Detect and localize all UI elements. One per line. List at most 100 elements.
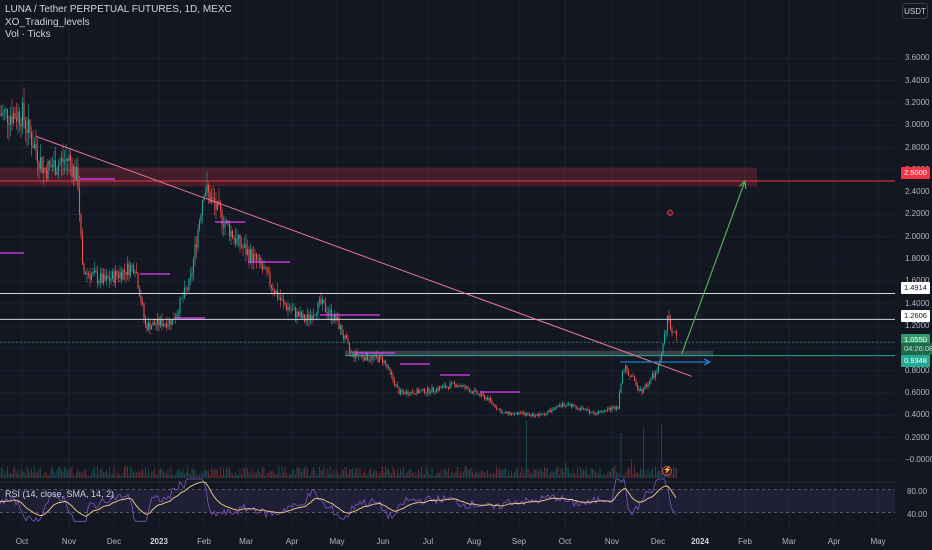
candle <box>299 312 301 317</box>
candle <box>666 315 669 331</box>
candle <box>452 382 454 384</box>
candle <box>656 370 658 373</box>
volume-bar <box>224 475 226 478</box>
volume-bar <box>346 467 347 478</box>
volume-bar <box>178 469 179 478</box>
candle <box>39 157 42 169</box>
candle <box>542 414 544 416</box>
volume-bar <box>331 473 332 478</box>
candle <box>89 274 91 280</box>
candle <box>311 315 313 320</box>
volume-bar <box>434 475 436 478</box>
volume-bar <box>272 470 274 478</box>
candle <box>56 171 58 175</box>
candle <box>494 404 496 408</box>
volume-bar <box>355 468 356 478</box>
candle <box>584 408 586 410</box>
candle <box>201 200 204 215</box>
volume-bar <box>223 467 224 478</box>
candle <box>618 392 621 409</box>
volume-bar <box>194 470 196 478</box>
volume-bar <box>526 420 527 478</box>
candle <box>651 374 654 379</box>
candle <box>518 412 520 415</box>
volume-bar <box>313 466 314 478</box>
volume-bar <box>275 473 277 478</box>
volume-bar <box>157 473 158 478</box>
candle <box>567 404 570 405</box>
volume-bar <box>485 473 487 478</box>
volume-bar <box>401 470 403 478</box>
volume-bar <box>578 475 580 478</box>
candle <box>24 120 27 130</box>
volume-bar <box>115 475 116 478</box>
indicator-legend-levels[interactable]: XO_Trading_levels <box>5 17 90 28</box>
candle <box>159 318 162 326</box>
indicator-legend-volume[interactable]: Vol · Ticks <box>5 29 51 40</box>
candle <box>78 188 81 215</box>
volume-bar <box>296 467 298 478</box>
candle <box>623 369 625 371</box>
volume-bar <box>46 473 47 478</box>
volume-bar <box>547 468 548 478</box>
currency-button[interactable]: USDT <box>902 3 928 19</box>
price-axis-label: 0.2000 <box>905 432 930 442</box>
volume-bar <box>616 471 617 478</box>
candle <box>86 273 88 275</box>
trendline <box>35 135 692 377</box>
candle <box>440 386 442 388</box>
candle <box>153 322 156 325</box>
volume-bar <box>239 469 241 478</box>
candle <box>443 385 445 387</box>
candle <box>516 412 519 415</box>
volume-bar <box>475 472 476 478</box>
time-axis-label: Apr <box>285 537 299 546</box>
chart-drawings[interactable] <box>35 135 747 377</box>
candle <box>342 334 345 339</box>
candle <box>410 391 412 395</box>
candle <box>432 387 435 392</box>
volume-bar <box>151 471 152 478</box>
volume-bar <box>23 471 25 478</box>
volume-bar <box>95 473 97 478</box>
volume-bar <box>385 466 386 478</box>
volume-bar <box>373 471 374 478</box>
volume-bar <box>86 474 88 478</box>
candle <box>189 276 192 279</box>
volume-bar <box>182 468 184 478</box>
rsi-legend[interactable]: RSI (14, close, SMA, 14, 2) <box>5 489 115 499</box>
candle <box>83 264 85 272</box>
candle <box>668 315 670 319</box>
volume-bar <box>493 472 494 478</box>
volume-bar <box>196 474 197 478</box>
candle <box>483 395 486 400</box>
volume-bar <box>55 475 56 478</box>
candle <box>509 411 511 415</box>
candle <box>546 411 549 414</box>
candle <box>74 166 76 181</box>
candle <box>536 414 538 416</box>
price-axis-label: −0.0000 <box>905 455 932 464</box>
volume-bar <box>631 459 632 478</box>
candle <box>417 389 420 393</box>
volume-bar <box>430 474 431 478</box>
candle <box>165 323 168 328</box>
volume-bar <box>326 469 328 478</box>
candle <box>129 265 132 276</box>
volume-bar <box>350 469 352 478</box>
volume-bar <box>509 474 511 478</box>
gear-icon[interactable]: ⚙ <box>666 208 675 218</box>
volume-bar <box>38 469 40 478</box>
volume-bar <box>169 475 170 478</box>
candle <box>222 225 225 228</box>
lightning-icon[interactable]: ⚡ <box>662 466 672 476</box>
price-axis-label: 1.6000 <box>905 276 930 286</box>
symbol-legend[interactable]: LUNA / Tether PERPETUAL FUTURES, 1D, MEX… <box>5 4 232 15</box>
candle <box>267 272 270 274</box>
price-axis-label: 3.4000 <box>905 75 930 85</box>
volume-bar <box>437 471 439 478</box>
candle <box>246 249 249 255</box>
volume-bar <box>74 475 76 478</box>
volume-bar <box>133 472 134 478</box>
